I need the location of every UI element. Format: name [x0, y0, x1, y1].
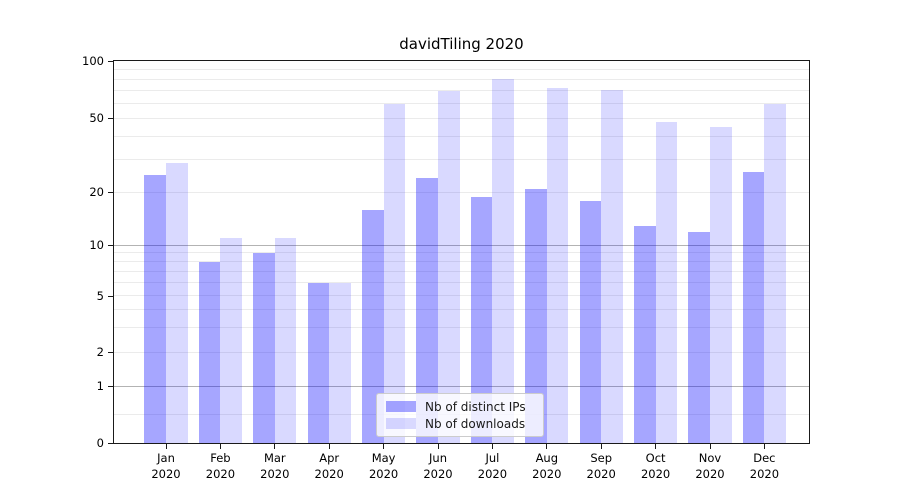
x-tick-aug — [546, 444, 548, 449]
bar-distinct-ips-jul — [470, 196, 493, 443]
legend: Nb of distinct IPs Nb of downloads — [376, 393, 544, 437]
bar-downloads-sep — [601, 89, 623, 443]
gridline-minor-4 — [114, 309, 809, 311]
gridline-minor-90 — [114, 68, 809, 70]
bar-distinct-ips-apr — [307, 283, 330, 443]
x-tick-may — [383, 444, 385, 449]
bar-distinct-ips-jan — [144, 174, 166, 443]
y-tick-label-5: 5 — [96, 288, 104, 303]
x-tick-jan — [165, 444, 167, 449]
gridline-minor-9 — [114, 252, 809, 254]
x-tick-label-dec: Dec 2020 — [749, 451, 780, 481]
grid-layer — [114, 61, 809, 443]
legend-label-distinct-ips: Nb of distinct IPs — [425, 399, 526, 414]
legend-swatch-distinct-ips — [386, 401, 416, 412]
bar-downloads-apr — [329, 283, 351, 443]
bar-downloads-jul — [492, 78, 515, 443]
x-tick-apr — [328, 444, 330, 449]
bar-distinct-ips-dec — [742, 171, 765, 443]
chart-title: davidTiling 2020 — [399, 35, 524, 53]
y-tick-1 — [108, 386, 113, 387]
bars-layer — [114, 61, 809, 443]
legend-swatch-downloads — [386, 418, 416, 429]
gridline-major-1 — [114, 385, 809, 387]
bar-downloads-jun — [438, 90, 460, 443]
gridline-minor-5 — [114, 295, 809, 297]
x-tick-mar — [274, 444, 276, 449]
x-tick-label-nov: Nov 2020 — [695, 451, 725, 481]
y-tick-10 — [108, 245, 113, 247]
gridline-minor-50 — [114, 117, 809, 119]
bar-distinct-ips-mar — [253, 253, 275, 443]
y-tick-2 — [108, 352, 113, 354]
x-tick-label-sep: Sep 2020 — [586, 451, 616, 481]
y-tick-5 — [108, 295, 113, 297]
bar-downloads-jan — [166, 162, 188, 443]
gridline-minor-80 — [114, 78, 809, 80]
gridline-minor-6 — [114, 282, 809, 283]
gridline-minor-20 — [114, 191, 809, 193]
bar-distinct-ips-aug — [525, 188, 547, 443]
gridline-minor-2 — [114, 351, 809, 353]
bar-distinct-ips-nov — [688, 231, 710, 443]
legend-item-downloads: Nb of downloads — [386, 416, 535, 431]
y-tick-50 — [108, 118, 113, 120]
gridline-minor-70 — [114, 89, 809, 91]
x-tick-label-jul: Jul 2020 — [477, 451, 508, 481]
plot-area: Nb of distinct IPs Nb of downloads — [113, 60, 810, 444]
x-tick-nov — [709, 444, 711, 449]
x-tick-jun — [437, 444, 439, 449]
x-tick-label-feb: Feb 2020 — [205, 451, 236, 481]
bar-downloads-oct — [655, 122, 678, 443]
bar-distinct-ips-feb — [198, 262, 221, 443]
y-tick-label-50: 50 — [89, 111, 104, 126]
bar-downloads-aug — [546, 88, 569, 443]
bar-distinct-ips-may — [361, 209, 384, 443]
bar-distinct-ips-oct — [633, 225, 656, 443]
x-tick-oct — [655, 444, 657, 449]
bar-downloads-feb — [220, 238, 243, 443]
bar-distinct-ips-sep — [579, 200, 602, 443]
gridline-minor-40 — [114, 135, 809, 137]
y-tick-label-10: 10 — [89, 238, 104, 253]
x-tick-label-jan: Jan 2020 — [151, 451, 181, 481]
gridline-minor-8 — [114, 261, 809, 263]
x-tick-label-jun: Jun 2020 — [423, 451, 453, 481]
y-tick-0 — [108, 442, 113, 444]
x-tick-label-may: May 2020 — [368, 451, 399, 481]
y-tick-label-1: 1 — [96, 379, 104, 393]
legend-item-distinct-ips: Nb of distinct IPs — [386, 399, 535, 414]
bar-downloads-may — [383, 103, 406, 443]
y-tick-100 — [108, 60, 113, 62]
x-tick-label-mar: Mar 2020 — [260, 451, 290, 481]
gridline-minor-3 — [114, 326, 809, 328]
bar-downloads-nov — [710, 127, 732, 443]
y-tick-label-20: 20 — [89, 185, 104, 200]
bar-downloads-dec — [764, 103, 787, 443]
legend-label-downloads: Nb of downloads — [425, 416, 526, 431]
bar-distinct-ips-jun — [416, 177, 438, 443]
x-tick-dec — [763, 444, 765, 449]
x-tick-label-oct: Oct 2020 — [640, 451, 671, 481]
gridline-minor-7 — [114, 270, 809, 272]
x-tick-label-apr: Apr 2020 — [314, 451, 344, 481]
y-tick-label-2: 2 — [96, 345, 104, 360]
x-tick-label-aug: Aug 2020 — [532, 451, 562, 481]
y-tick-label-100: 100 — [82, 53, 104, 68]
y-tick-label-0: 0 — [96, 435, 104, 450]
gridline-minor-60 — [114, 102, 809, 104]
x-tick-jul — [491, 444, 493, 449]
x-tick-feb — [219, 444, 221, 449]
x-tick-sep — [600, 444, 602, 449]
y-tick-20 — [108, 192, 113, 194]
gridline-major-10 — [114, 244, 809, 246]
bar-downloads-mar — [274, 238, 297, 443]
gridline-minor-30 — [114, 158, 809, 160]
